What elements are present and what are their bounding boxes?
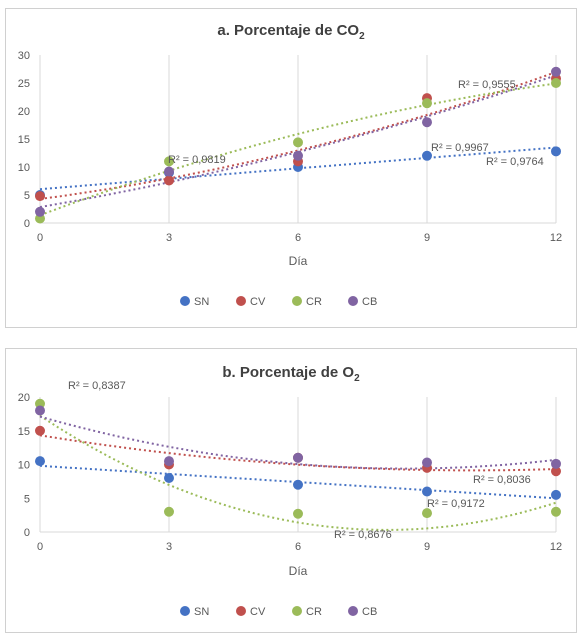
trendline-cr: [39, 414, 557, 531]
data-point-cr: [293, 137, 303, 148]
data-point-cr: [422, 98, 432, 109]
data-point-sn: [164, 473, 174, 483]
x-tick-label: 12: [550, 541, 562, 553]
legend-marker-sn: [180, 296, 190, 306]
data-point-cr: [164, 156, 174, 167]
legend-label-cb: CB: [362, 606, 377, 618]
chart-title-subscript: 2: [359, 31, 365, 42]
data-point-cr: [293, 508, 303, 519]
data-point-cv: [35, 425, 45, 436]
data-point-cv: [551, 466, 561, 477]
data-point-cr: [551, 78, 561, 88]
chart-title: a. Porcentaje de CO2: [217, 22, 365, 42]
y-tick-label: 15: [18, 134, 30, 146]
chart-panel-o2: b. Porcentaje de O2 0 5 10 15 20 0 3 6 9 12 Día R² =…: [5, 348, 577, 633]
y-tick-label: 20: [18, 106, 30, 118]
legend-label-cb: CB: [362, 296, 377, 308]
x-tick-label: 9: [424, 541, 430, 553]
x-tick-label: 3: [166, 232, 172, 244]
trendline-cr: [39, 82, 557, 217]
x-tick-label: 6: [295, 232, 301, 244]
r2-annotation: R² = 0,8036: [473, 474, 531, 486]
data-point-cv: [35, 191, 45, 202]
legend-marker-cr: [292, 296, 302, 306]
x-tick-label: 0: [37, 541, 43, 553]
data-point-cb: [551, 66, 561, 77]
legend-marker-cv: [236, 296, 246, 306]
y-tick-label: 10: [18, 162, 30, 174]
y-tick-label: 0: [24, 527, 30, 539]
y-tick-label: 5: [24, 493, 30, 505]
data-point-cb: [293, 452, 303, 463]
chart-title-main: b. Porcentaje de O: [222, 364, 354, 381]
legend-marker-cr: [292, 606, 302, 616]
x-tick-label: 0: [37, 232, 43, 244]
legend-label-cv: CV: [250, 296, 266, 308]
legend-label-cr: CR: [306, 296, 322, 308]
data-point-sn: [551, 146, 561, 157]
y-tick-label: 15: [18, 426, 30, 438]
data-point-cr: [164, 506, 174, 517]
legend-label-sn: SN: [194, 296, 209, 308]
data-point-cb: [164, 166, 174, 177]
y-tick-label: 30: [18, 50, 30, 62]
trendline-cv: [39, 434, 557, 472]
legend-marker-cb: [348, 296, 358, 306]
x-axis-label: Día: [289, 254, 308, 268]
x-tick-label: 12: [550, 232, 562, 244]
legend-label-sn: SN: [194, 606, 209, 618]
data-point-cr: [422, 508, 432, 519]
data-point-cr: [551, 506, 561, 517]
legend-label-cv: CV: [250, 606, 266, 618]
r2-annotation: R² = 0,9555: [458, 79, 516, 91]
y-tick-label: 5: [24, 190, 30, 202]
data-point-cb: [293, 150, 303, 161]
r2-annotation: R² = 0,9764: [486, 156, 544, 168]
r2-annotation: R² = 0,9967: [431, 142, 489, 154]
x-tick-label: 6: [295, 541, 301, 553]
chart-panel-co2: a. Porcentaje de CO2 0 5 10 15 20 25 30 0 3 6 9 12 Dí…: [5, 8, 577, 328]
data-point-sn: [293, 479, 303, 490]
data-point-sn: [35, 456, 45, 467]
data-point-sn: [551, 489, 561, 500]
data-point-cb: [35, 405, 45, 416]
data-point-cb: [164, 456, 174, 467]
data-point-cv: [164, 175, 174, 186]
r2-annotation: R² = 0,8387: [68, 380, 126, 392]
trendline-sn: [39, 464, 557, 500]
data-point-cb: [35, 206, 45, 217]
trendline-cv: [39, 71, 557, 200]
data-point-cb: [422, 457, 432, 468]
data-point-cb: [551, 458, 561, 469]
x-axis-label: Día: [289, 564, 308, 578]
chart-title-subscript: 2: [354, 373, 360, 384]
chart-title-main: a. Porcentaje de CO: [217, 22, 359, 39]
data-point-sn: [422, 150, 432, 161]
r2-annotation: R² = 0,8676: [334, 529, 392, 541]
legend-marker-sn: [180, 606, 190, 616]
y-tick-label: 10: [18, 460, 30, 472]
x-tick-label: 3: [166, 541, 172, 553]
y-tick-label: 20: [18, 392, 30, 404]
chart-title: b. Porcentaje de O2: [222, 364, 360, 384]
r2-annotation: R² = 0,9819: [168, 154, 226, 166]
legend-label-cr: CR: [306, 606, 322, 618]
r2-annotation: R² = 0,9172: [427, 498, 485, 510]
legend-marker-cb: [348, 606, 358, 616]
trendline-sn: [39, 146, 557, 191]
y-tick-label: 25: [18, 78, 30, 90]
legend-marker-cv: [236, 606, 246, 616]
data-point-cb: [422, 117, 432, 128]
x-tick-label: 9: [424, 232, 430, 244]
data-point-sn: [422, 486, 432, 497]
y-tick-label: 0: [24, 218, 30, 230]
